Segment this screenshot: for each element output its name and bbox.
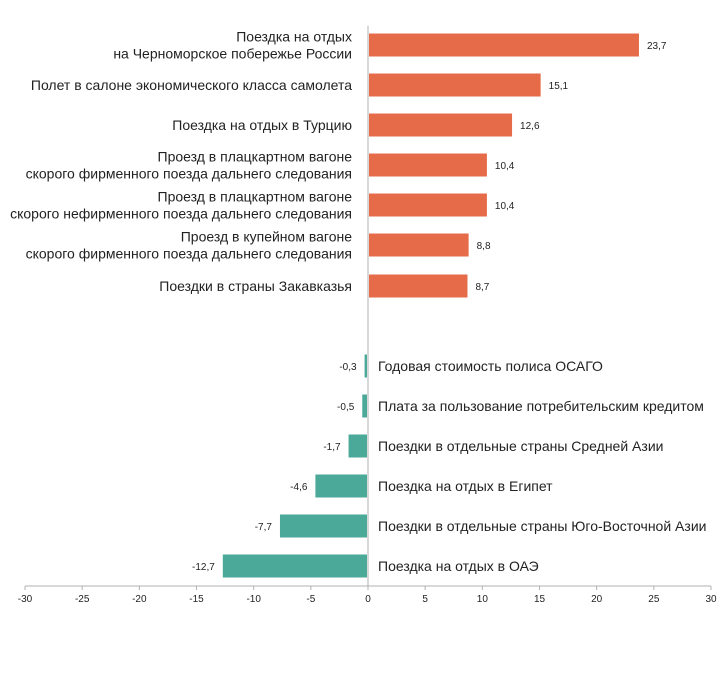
x-tick-label: 5 [422,594,428,605]
x-tick-label: -25 [75,594,90,605]
category-label: Поездка на отдых [236,29,352,45]
x-tick-label: 25 [648,594,660,605]
x-tick-label: -30 [18,594,33,605]
bar-positive [369,193,487,217]
category-label: Плата за пользование потребительским кре… [378,398,704,414]
data-label: -7,7 [255,522,273,533]
data-label: 10,4 [495,161,515,172]
bar-positive [369,33,639,57]
x-tick-label: 0 [365,594,371,605]
data-label: 23,7 [647,41,667,52]
x-tick-label: -20 [132,594,147,605]
bar-positive [369,274,468,298]
bar-positive [369,113,513,137]
category-label: Проезд в купейном вагоне [181,229,352,245]
data-label: 15,1 [549,81,569,92]
category-label: скорого фирменного поезда дальнего следо… [26,246,352,262]
data-label: 12,6 [520,121,540,132]
category-label: Поездка на отдых в Турцию [172,117,352,133]
category-label: Годовая стоимость полиса ОСАГО [378,358,603,374]
x-tick-label: 30 [705,594,717,605]
x-tick-label: 20 [591,594,603,605]
x-tick-label: 10 [477,594,489,605]
bar-negative [348,434,367,458]
category-label: Полет в салоне экономического класса сам… [31,77,352,93]
x-tick-label: 15 [534,594,546,605]
data-label: 10,4 [495,201,515,212]
data-label: -12,7 [192,562,215,573]
bar-negative [222,554,367,578]
x-tick-label: -10 [246,594,261,605]
bar-positive [369,153,487,177]
category-label: Проезд в плацкартном вагоне [158,149,353,165]
bar-negative [279,514,367,538]
category-label: Поездка на отдых в Египет [378,478,553,494]
data-label: 8,7 [475,282,489,293]
bar-negative [364,354,367,378]
x-tick-label: -15 [189,594,204,605]
data-label: 8,8 [477,241,491,252]
data-label: -0,3 [339,362,357,373]
bar-positive [369,233,469,257]
category-label: Поездки в отдельные страны Юго-Восточной… [378,518,706,534]
category-label: Проезд в плацкартном вагоне [158,189,353,205]
data-label: -4,6 [290,482,308,493]
bar-positive [369,73,541,97]
bar-negative [362,394,367,418]
category-label: Поездка на отдых в ОАЭ [378,558,539,574]
bar-negative [315,474,367,498]
data-label: -0,5 [337,402,355,413]
category-label: на Черноморское побережье России [113,46,352,62]
x-tick-label: -5 [306,594,315,605]
category-label: скорого фирменного поезда дальнего следо… [26,166,352,182]
category-label: скорого нефирменного поезда дальнего сле… [10,206,352,222]
category-label: Поездки в отдельные страны Средней Азии [378,438,663,454]
data-label: -1,7 [323,442,341,453]
category-label: Поездки в страны Закавказья [159,278,352,294]
